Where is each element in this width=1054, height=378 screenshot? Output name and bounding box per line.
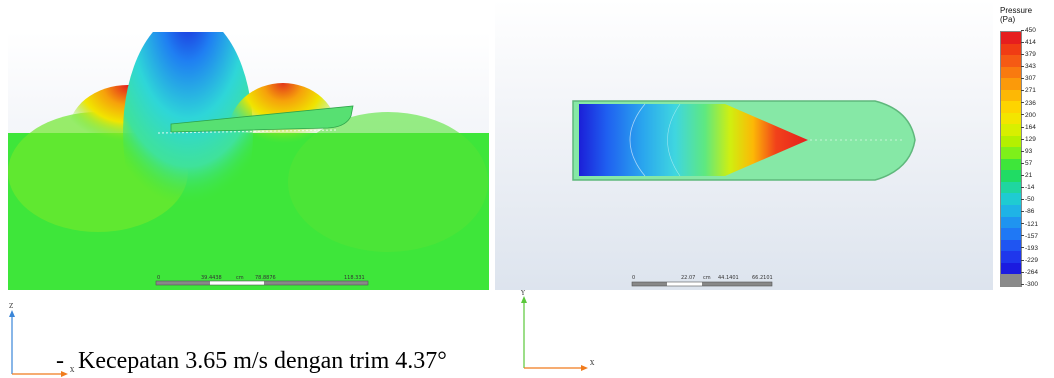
legend-tick-label: -50 xyxy=(1021,196,1034,203)
legend-tick-label: 379 xyxy=(1021,51,1036,58)
boat-hull-side xyxy=(170,105,354,133)
legend-tick-label: 200 xyxy=(1021,112,1036,119)
high-pressure-zone-stern xyxy=(228,83,338,183)
axis-triad-yx: Y X xyxy=(520,290,595,371)
legend-swatch xyxy=(1001,251,1021,263)
legend-swatch xyxy=(1001,43,1021,56)
legend-title-unit: (Pa) xyxy=(1000,15,1016,24)
legend-color-bar xyxy=(1000,31,1022,287)
legend-swatch xyxy=(1001,170,1021,182)
scale-label-1: 22.07 xyxy=(681,275,695,281)
legend-labels: 450 414 379 343 307 271 236 200 164 129 93 57 21 -14 -… xyxy=(1021,27,1053,288)
legend-swatch xyxy=(1001,193,1021,205)
legend-swatch xyxy=(1001,55,1021,67)
side-view-graphic: 0 39.4438 cm 78.8876 118.331 xyxy=(8,32,489,290)
legend-swatch xyxy=(1001,78,1021,90)
scale-unit: cm xyxy=(236,275,244,281)
legend-swatch xyxy=(1001,66,1021,79)
legend-tick-label: -157 xyxy=(1021,233,1038,240)
legend-swatch xyxy=(1001,101,1021,113)
legend-tick-label: -229 xyxy=(1021,257,1038,264)
legend-tick-label: 93 xyxy=(1021,148,1032,155)
scale-bar: 0 22.07 cm 44.1401 66.2101 xyxy=(631,275,773,287)
scale-label-2: 78.8876 xyxy=(255,275,276,281)
scale-label-0: 0 xyxy=(632,275,635,281)
legend-swatch xyxy=(1001,181,1021,194)
scale-bar: 0 39.4438 cm 78.8876 118.331 xyxy=(155,275,369,286)
figure-caption: Kecepatan 3.65 m/s dengan trim 4.37° xyxy=(78,348,447,374)
legend-swatch xyxy=(1001,262,1021,275)
legend-tick-label: 307 xyxy=(1021,75,1036,82)
legend-tick-label: 343 xyxy=(1021,63,1036,70)
legend-tick-label: -14 xyxy=(1021,184,1034,191)
caption-bullet: - xyxy=(56,348,64,374)
legend-tick-label: -193 xyxy=(1021,245,1038,252)
legend-swatch xyxy=(1001,204,1021,217)
legend-tick-label: 21 xyxy=(1021,172,1032,179)
bottom-view-render: 0 22.07 cm 44.1401 66.2101 xyxy=(495,0,993,290)
legend-swatch xyxy=(1001,228,1021,240)
legend-swatch xyxy=(1001,89,1021,102)
axis-label-x: X xyxy=(590,360,595,367)
bottom-view-graphic: 0 22.07 cm 44.1401 66.2101 xyxy=(572,100,916,287)
wetted-surface-pressure xyxy=(579,104,808,176)
low-pressure-zone xyxy=(123,32,253,253)
legend-tick-label: -86 xyxy=(1021,208,1034,215)
legend-tick-label: -300 xyxy=(1021,281,1038,288)
legend-tick-label: 57 xyxy=(1021,160,1032,167)
legend-tick-label: 164 xyxy=(1021,124,1036,131)
legend-tick-label: 129 xyxy=(1021,136,1036,143)
axis-label-x: X xyxy=(70,367,75,374)
legend-swatch xyxy=(1001,135,1021,148)
scale-label-3: 118.331 xyxy=(344,275,365,281)
legend-swatch xyxy=(1001,216,1021,229)
legend-swatch xyxy=(1001,32,1021,44)
legend-swatch xyxy=(1001,239,1021,252)
axis-triad-zx: Z X xyxy=(9,303,75,377)
scale-label-3: 66.2101 xyxy=(752,275,773,281)
legend-tick-label: 450 xyxy=(1021,27,1036,34)
legend-title-line1: Pressure xyxy=(1000,6,1033,15)
legend-swatch xyxy=(1001,124,1021,136)
legend-tick-label: -121 xyxy=(1021,221,1038,228)
legend-tick-label: 236 xyxy=(1021,100,1036,107)
scale-label-2: 44.1401 xyxy=(718,275,739,281)
scale-label-0: 0 xyxy=(157,275,160,281)
axis-label-y: Y xyxy=(520,290,526,297)
legend-tick-label: -264 xyxy=(1021,269,1038,276)
pressure-legend: Pressure (Pa) 450 414 379 343 307 271 236 200 16… xyxy=(997,0,1054,290)
scale-label-1: 39.4438 xyxy=(201,275,222,281)
legend-swatch xyxy=(1001,158,1021,171)
scale-unit: cm xyxy=(703,275,711,281)
axis-label-z: Z xyxy=(9,303,13,310)
legend-tick-label: 271 xyxy=(1021,87,1036,94)
legend-title: Pressure (Pa) xyxy=(1000,6,1032,24)
legend-tick-label: 414 xyxy=(1021,39,1036,46)
legend-swatch xyxy=(1001,147,1021,159)
side-view-render: 0 39.4438 cm 78.8876 118.331 xyxy=(8,32,489,290)
legend-swatch xyxy=(1001,274,1021,286)
legend-swatch xyxy=(1001,112,1021,125)
